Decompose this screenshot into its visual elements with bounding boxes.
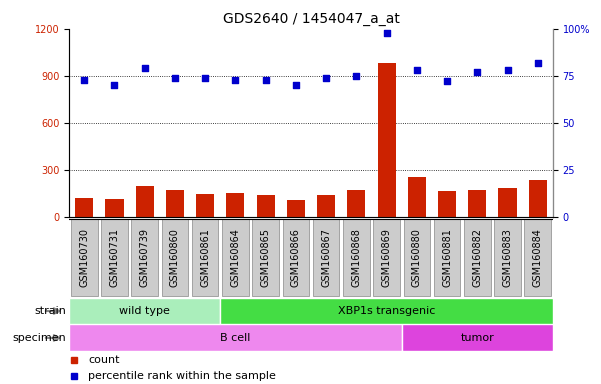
Bar: [401, 324, 553, 351]
Text: count: count: [88, 354, 120, 364]
FancyBboxPatch shape: [222, 218, 249, 296]
Point: [412, 67, 422, 73]
Bar: [408, 177, 426, 217]
Bar: [69, 298, 221, 324]
FancyBboxPatch shape: [313, 218, 340, 296]
Point: [442, 78, 452, 84]
FancyBboxPatch shape: [525, 218, 551, 296]
Text: GSM160739: GSM160739: [139, 228, 150, 287]
Bar: [287, 200, 305, 217]
Text: GSM160867: GSM160867: [321, 228, 331, 287]
Text: GSM160882: GSM160882: [472, 228, 483, 287]
Bar: [438, 191, 456, 217]
Point: [170, 74, 180, 81]
Text: B cell: B cell: [220, 333, 251, 343]
FancyBboxPatch shape: [162, 218, 188, 296]
Text: GSM160730: GSM160730: [79, 228, 89, 287]
Point: [352, 73, 361, 79]
FancyBboxPatch shape: [373, 218, 400, 296]
FancyBboxPatch shape: [192, 218, 219, 296]
FancyBboxPatch shape: [71, 218, 97, 296]
Text: GSM160864: GSM160864: [230, 228, 240, 287]
Bar: [166, 190, 184, 217]
Text: GSM160861: GSM160861: [200, 228, 210, 287]
Point: [382, 30, 391, 36]
FancyBboxPatch shape: [343, 218, 370, 296]
Point: [109, 82, 119, 88]
Text: GSM160869: GSM160869: [382, 228, 392, 287]
Point: [261, 76, 270, 83]
FancyBboxPatch shape: [464, 218, 490, 296]
Text: GSM160883: GSM160883: [502, 228, 513, 287]
FancyBboxPatch shape: [101, 218, 128, 296]
FancyBboxPatch shape: [494, 218, 521, 296]
Text: GSM160866: GSM160866: [291, 228, 301, 287]
Point: [533, 60, 543, 66]
Point: [503, 67, 513, 73]
Point: [140, 65, 150, 71]
Bar: [317, 195, 335, 217]
FancyBboxPatch shape: [252, 218, 279, 296]
Bar: [69, 324, 401, 351]
Text: GSM160865: GSM160865: [261, 228, 270, 287]
Text: GSM160731: GSM160731: [109, 228, 120, 287]
Bar: [221, 298, 553, 324]
Bar: [468, 190, 486, 217]
Point: [322, 74, 331, 81]
Text: tumor: tumor: [460, 333, 494, 343]
Text: GSM160868: GSM160868: [352, 228, 361, 287]
Bar: [257, 195, 275, 217]
Bar: [75, 198, 93, 217]
Text: GDS2640 / 1454047_a_at: GDS2640 / 1454047_a_at: [222, 12, 400, 25]
Text: wild type: wild type: [119, 306, 170, 316]
Point: [472, 69, 482, 75]
FancyBboxPatch shape: [403, 218, 430, 296]
FancyBboxPatch shape: [132, 218, 158, 296]
Text: percentile rank within the sample: percentile rank within the sample: [88, 371, 276, 381]
Bar: [498, 188, 517, 217]
Bar: [347, 190, 365, 217]
Text: GSM160881: GSM160881: [442, 228, 452, 287]
Point: [79, 76, 89, 83]
FancyBboxPatch shape: [282, 218, 309, 296]
Bar: [529, 180, 547, 217]
Bar: [105, 199, 124, 217]
Bar: [377, 63, 395, 217]
FancyBboxPatch shape: [434, 218, 460, 296]
Bar: [196, 194, 215, 217]
Text: specimen: specimen: [13, 333, 66, 343]
Bar: [136, 186, 154, 217]
Point: [291, 82, 300, 88]
Text: XBP1s transgenic: XBP1s transgenic: [338, 306, 435, 316]
Bar: [227, 193, 245, 217]
Text: strain: strain: [34, 306, 66, 316]
Text: GSM160884: GSM160884: [533, 228, 543, 287]
Text: GSM160860: GSM160860: [170, 228, 180, 287]
Text: GSM160880: GSM160880: [412, 228, 422, 287]
Point: [231, 76, 240, 83]
Point: [200, 74, 210, 81]
